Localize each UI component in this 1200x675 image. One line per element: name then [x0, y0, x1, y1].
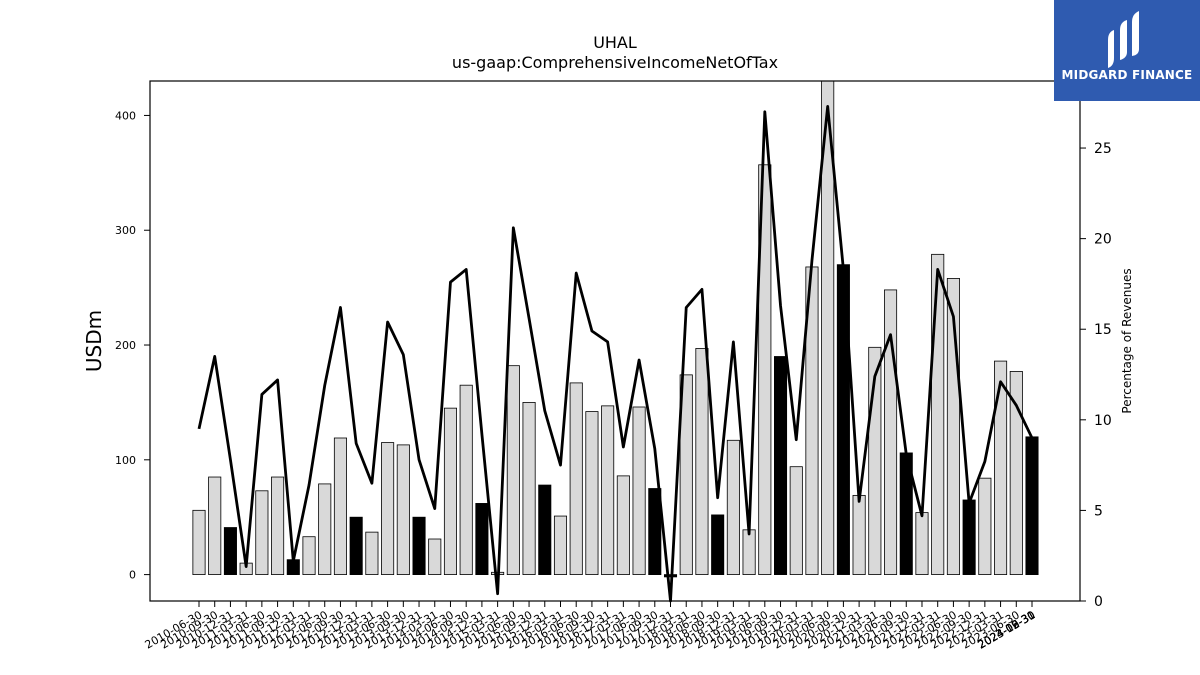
- bar: [271, 476, 285, 575]
- bar: [679, 374, 693, 575]
- bars-layer: [192, 80, 1039, 578]
- bar: [349, 516, 363, 576]
- bar: [255, 490, 269, 575]
- bar: [758, 164, 772, 575]
- midgard-logo-icon: [1108, 11, 1139, 68]
- bar: [365, 531, 379, 576]
- bar: [192, 509, 206, 576]
- y-axis-left: 0 100 200 300 400: [115, 109, 150, 582]
- bar: [522, 402, 536, 576]
- bar: [208, 476, 222, 575]
- bar: [381, 442, 395, 575]
- bar: [1009, 371, 1023, 576]
- bar: [836, 264, 850, 575]
- y2-tick-label: 10: [1094, 413, 1112, 429]
- brand-logo: MIDGARD FINANCE: [1054, 0, 1200, 101]
- chart-title: UHAL: [593, 33, 637, 52]
- bar: [428, 538, 442, 575]
- y-tick-label: 100: [115, 454, 136, 467]
- bar: [412, 516, 426, 576]
- y2-tick-label: 0: [1094, 594, 1103, 610]
- bar: [962, 499, 976, 575]
- bar: [915, 512, 929, 575]
- y2-axis-label: Percentage of Revenues: [1120, 268, 1134, 413]
- y-tick-label: 0: [129, 569, 136, 582]
- bar: [1025, 436, 1039, 576]
- plot-frame: [149, 80, 1081, 602]
- bar: [711, 514, 725, 575]
- y2-tick-label: 25: [1094, 141, 1112, 157]
- bar: [852, 494, 866, 576]
- bar: [302, 536, 316, 575]
- y-tick-label: 200: [115, 339, 136, 352]
- bar: [695, 348, 709, 575]
- y-tick-label: 300: [115, 224, 136, 237]
- bar: [601, 405, 615, 575]
- bar: [726, 439, 740, 575]
- bar: [742, 529, 756, 576]
- y-axis-label: USDm: [82, 310, 106, 372]
- y2-tick-label: 5: [1094, 503, 1103, 519]
- bar: [475, 503, 489, 575]
- bar: [538, 484, 552, 575]
- bar: [884, 289, 898, 576]
- bar: [931, 253, 945, 575]
- bar: [569, 382, 583, 575]
- bar: [443, 407, 457, 575]
- bar: [648, 488, 662, 576]
- bar: [506, 365, 520, 575]
- line-layer: [197, 104, 1034, 603]
- y-tick-label: 400: [115, 109, 136, 122]
- bar: [789, 466, 803, 576]
- bar: [632, 406, 646, 575]
- bar: [553, 515, 568, 575]
- bar: [774, 356, 788, 576]
- bar: [978, 477, 992, 575]
- chart-subtitle: us-gaap:ComprehensiveIncomeNetOfTax: [452, 53, 778, 72]
- y2-tick-label: 15: [1094, 322, 1112, 338]
- x-axis: 2010-06-302010-09-302010-12-312011-03-31…: [143, 601, 1038, 652]
- brand-name: MIDGARD FINANCE: [1061, 68, 1193, 82]
- bar: [333, 437, 347, 576]
- bar: [223, 527, 237, 575]
- y-axis-right: 0 5 10 15 20 25: [1080, 141, 1112, 610]
- bar: [459, 384, 473, 575]
- bar: [396, 444, 410, 576]
- bar: [616, 475, 630, 576]
- bar: [585, 411, 599, 576]
- bar: [994, 360, 1008, 575]
- series-line: [197, 104, 1034, 603]
- y2-tick-label: 20: [1094, 232, 1112, 248]
- bar: [318, 483, 332, 575]
